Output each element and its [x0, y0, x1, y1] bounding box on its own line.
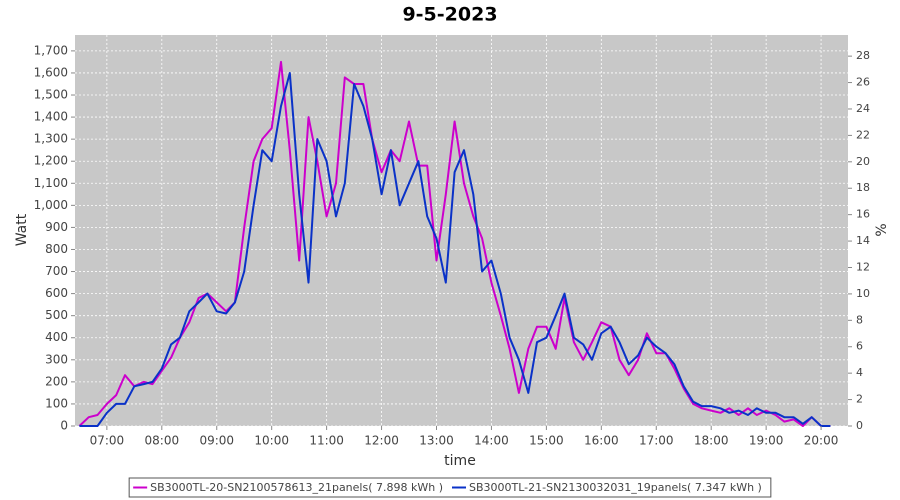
x-tick-label: 09:00	[199, 434, 234, 448]
x-tick-label: 17:00	[639, 434, 674, 448]
y-tick-label: 200	[45, 374, 68, 388]
y-tick-label: 1,200	[34, 154, 68, 168]
x-tick-label: 16:00	[584, 434, 619, 448]
x-tick-label: 15:00	[529, 434, 564, 448]
y-tick-label: 400	[45, 330, 68, 344]
y2-tick-label: 14	[856, 234, 870, 247]
y2-tick-label: 24	[856, 102, 870, 115]
legend: SB3000TL-20-SN2100578613_21panels( 7.898…	[128, 477, 772, 498]
x-tick-label: 14:00	[474, 434, 509, 448]
x-tick-label: 10:00	[254, 434, 289, 448]
x-tick-label: 20:00	[804, 434, 839, 448]
x-tick-label: 08:00	[145, 434, 180, 448]
y-tick-label: 700	[45, 264, 68, 278]
legend-label: SB3000TL-20-SN2100578613_21panels( 7.898…	[150, 481, 443, 494]
y2-axis-label: %	[874, 223, 890, 236]
legend-box	[128, 477, 772, 498]
y-tick-label: 1,000	[34, 198, 68, 212]
y-tick-label: 900	[45, 220, 68, 234]
series-line	[78, 60, 831, 427]
y-tick-label: 500	[45, 308, 68, 322]
y2-tick-label: 0	[856, 419, 863, 432]
y-tick-label: 1,700	[34, 43, 68, 57]
y-tick-label: 600	[45, 286, 68, 300]
y-tick-label: 300	[45, 352, 68, 366]
y-tick-label: 1,500	[34, 88, 68, 102]
lines	[78, 60, 831, 427]
series-line	[79, 72, 831, 427]
y-tick-label: 100	[45, 396, 68, 410]
y2-tick-label: 10	[856, 287, 870, 300]
x-tick-label: 19:00	[749, 434, 784, 448]
grid	[75, 35, 848, 427]
y-tick-label: 1,100	[34, 176, 68, 190]
x-tick-label: 07:00	[90, 434, 125, 448]
x-tick-label: 11:00	[309, 434, 344, 448]
y-tick-label: 1,400	[34, 110, 68, 124]
legend-label: SB3000TL-21-SN2130032031_19panels( 7.347…	[469, 481, 762, 494]
x-axis-label: time	[444, 453, 476, 469]
y2-tick-label: 2	[856, 393, 863, 406]
x-tick-label: 13:00	[419, 434, 454, 448]
y-tick-label: 800	[45, 242, 68, 256]
y2-tick-label: 16	[856, 208, 870, 221]
x-tick-label: 12:00	[364, 434, 399, 448]
y2-tick-label: 28	[856, 49, 870, 62]
chart-title: 9-5-2023	[402, 4, 497, 26]
axes: 01002003004005006007008009001,0001,1001,…	[34, 43, 870, 447]
y2-tick-label: 4	[856, 366, 863, 379]
y2-tick-label: 18	[856, 181, 870, 194]
y2-tick-label: 26	[856, 76, 870, 89]
y-tick-label: 1,600	[34, 65, 68, 79]
plot-area	[75, 35, 848, 426]
y2-tick-label: 8	[856, 313, 863, 326]
y2-tick-label: 20	[856, 155, 870, 168]
y-tick-label: 1,300	[34, 132, 68, 146]
y2-tick-label: 12	[856, 260, 870, 273]
x-tick-label: 18:00	[694, 434, 729, 448]
y-axis-label: Watt	[14, 213, 30, 246]
y2-tick-label: 22	[856, 128, 870, 141]
y-tick-label: 0	[60, 419, 68, 433]
y2-tick-label: 6	[856, 340, 863, 353]
